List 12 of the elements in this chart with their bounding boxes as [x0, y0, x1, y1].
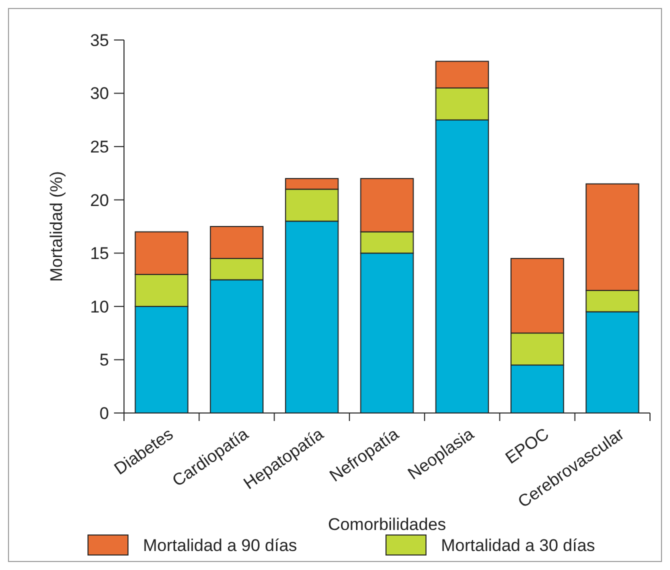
legend-label: Mortalidad a 30 días — [441, 536, 596, 555]
y-tick-label: 30 — [90, 84, 109, 104]
y-tick-label: 35 — [90, 30, 109, 50]
y-axis-title: Mortalidad (%) — [47, 171, 66, 282]
y-tick-label: 10 — [90, 297, 109, 316]
y-tick-label: 5 — [100, 350, 109, 370]
y-tick-label: 0 — [100, 404, 109, 423]
y-tick-label: 15 — [90, 244, 109, 264]
y-tick-label: 20 — [90, 190, 109, 210]
x-axis-title: Comorbilidades — [328, 515, 446, 534]
y-tick-label: 25 — [90, 138, 109, 157]
legend-label: Mortalidad a 90 días — [143, 536, 298, 555]
